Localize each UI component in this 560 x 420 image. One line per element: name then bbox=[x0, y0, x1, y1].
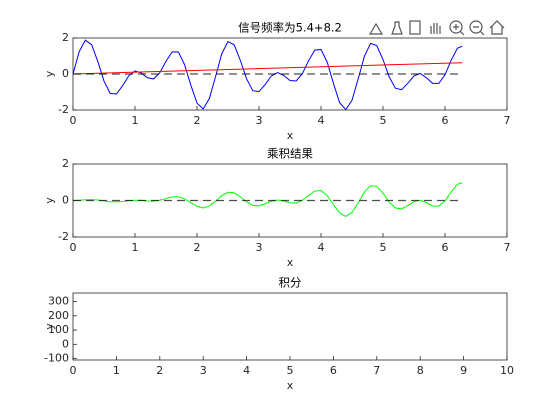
y-tick-label: 100 bbox=[48, 323, 69, 336]
zoom-in-icon[interactable] bbox=[449, 20, 463, 34]
x-tick-label: 9 bbox=[460, 364, 467, 377]
x-tick-label: 5 bbox=[380, 241, 387, 254]
x-tick-label: 0 bbox=[70, 241, 77, 254]
x-axis-label: x bbox=[287, 256, 294, 269]
y-tick-label: 2 bbox=[62, 31, 69, 44]
x-tick-label: 10 bbox=[500, 364, 514, 377]
x-tick-label: 4 bbox=[318, 114, 325, 127]
pan-icon[interactable] bbox=[430, 23, 441, 34]
y-tick-label: 200 bbox=[48, 309, 69, 322]
x-tick-label: 1 bbox=[132, 114, 139, 127]
x-tick-label: 1 bbox=[113, 364, 120, 377]
chart-title: 积分 bbox=[279, 276, 302, 290]
x-tick-label: 3 bbox=[256, 114, 263, 127]
x-tick-label: 4 bbox=[243, 364, 250, 377]
x-tick-label: 1 bbox=[132, 241, 139, 254]
zoom-out-icon[interactable] bbox=[469, 20, 483, 34]
x-tick-label: 2 bbox=[194, 241, 201, 254]
x-tick-label: 6 bbox=[330, 364, 337, 377]
x-axis-label: x bbox=[287, 129, 294, 142]
data-tip-icon[interactable] bbox=[391, 21, 403, 35]
x-tick-label: 0 bbox=[70, 364, 77, 377]
y-axis-label: y bbox=[43, 197, 56, 204]
y-tick-label: 0 bbox=[62, 194, 69, 207]
x-tick-label: 2 bbox=[156, 364, 163, 377]
chart-title: 信号频率为5.4+8.2 bbox=[238, 21, 342, 35]
y-tick-label: -100 bbox=[44, 352, 69, 365]
axes-background bbox=[73, 293, 507, 360]
y-tick-label: -2 bbox=[58, 103, 69, 116]
brush-icon[interactable] bbox=[368, 22, 384, 35]
x-tick-label: 4 bbox=[318, 241, 325, 254]
x-tick-label: 7 bbox=[373, 364, 380, 377]
x-tick-label: 3 bbox=[256, 241, 263, 254]
home-icon[interactable] bbox=[489, 20, 505, 35]
y-tick-label: 300 bbox=[48, 295, 69, 308]
x-tick-label: 7 bbox=[504, 241, 511, 254]
x-tick-label: 5 bbox=[380, 114, 387, 127]
chart-title: 乘积结果 bbox=[267, 147, 313, 161]
y-tick-label: 2 bbox=[62, 157, 69, 170]
x-tick-label: 8 bbox=[417, 364, 424, 377]
x-tick-label: 6 bbox=[442, 114, 449, 127]
x-tick-label: 7 bbox=[504, 114, 511, 127]
y-tick-label: 0 bbox=[62, 337, 69, 350]
y-axis-label: y bbox=[43, 323, 56, 330]
x-tick-label: 5 bbox=[287, 364, 294, 377]
toolbar bbox=[368, 20, 505, 36]
legend-icon[interactable] bbox=[409, 20, 421, 35]
y-axis-label: y bbox=[43, 70, 56, 77]
y-tick-label: 0 bbox=[62, 67, 69, 80]
x-tick-label: 6 bbox=[442, 241, 449, 254]
x-axis-label: x bbox=[287, 379, 294, 392]
data-line bbox=[72, 62, 463, 75]
x-tick-label: 3 bbox=[200, 364, 207, 377]
y-tick-label: -2 bbox=[58, 230, 69, 243]
x-tick-label: 2 bbox=[194, 114, 201, 127]
x-tick-label: 0 bbox=[70, 114, 77, 127]
